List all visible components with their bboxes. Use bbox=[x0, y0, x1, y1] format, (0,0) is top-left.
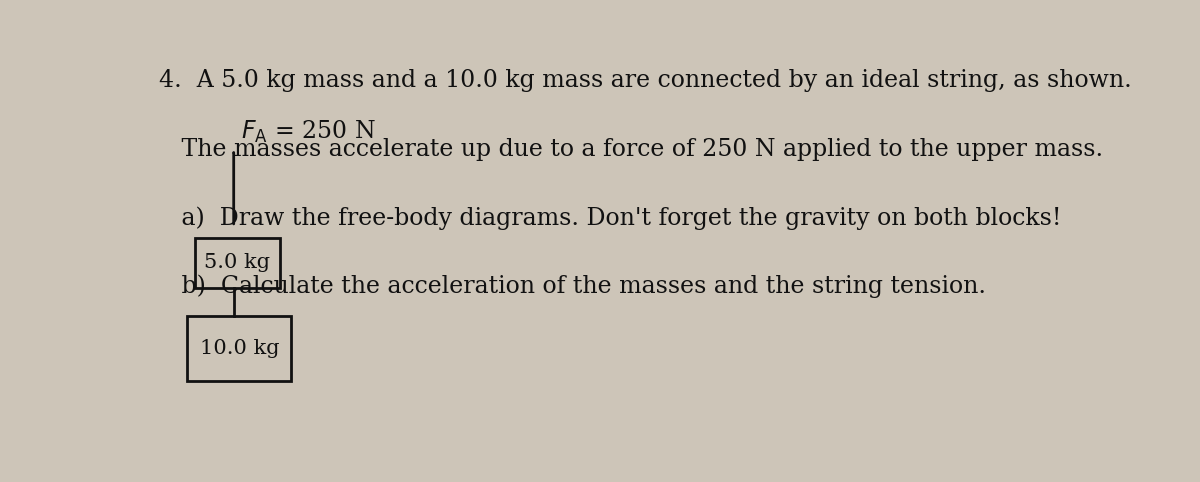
Text: 5.0 kg: 5.0 kg bbox=[204, 254, 270, 272]
Text: $F_\mathrm{A}$ = 250 N: $F_\mathrm{A}$ = 250 N bbox=[241, 119, 376, 145]
Text: The masses accelerate up due to a force of 250 N applied to the upper mass.: The masses accelerate up due to a force … bbox=[160, 138, 1104, 161]
Text: 4.  A 5.0 kg mass and a 10.0 kg mass are connected by an ideal string, as shown.: 4. A 5.0 kg mass and a 10.0 kg mass are … bbox=[160, 69, 1132, 92]
Bar bbox=[194, 238, 281, 288]
Bar bbox=[187, 316, 292, 381]
Text: b)  Calculate the acceleration of the masses and the string tension.: b) Calculate the acceleration of the mas… bbox=[160, 275, 986, 298]
Text: 10.0 kg: 10.0 kg bbox=[199, 339, 280, 358]
Text: a)  Draw the free-body diagrams. Don't forget the gravity on both blocks!: a) Draw the free-body diagrams. Don't fo… bbox=[160, 206, 1062, 230]
